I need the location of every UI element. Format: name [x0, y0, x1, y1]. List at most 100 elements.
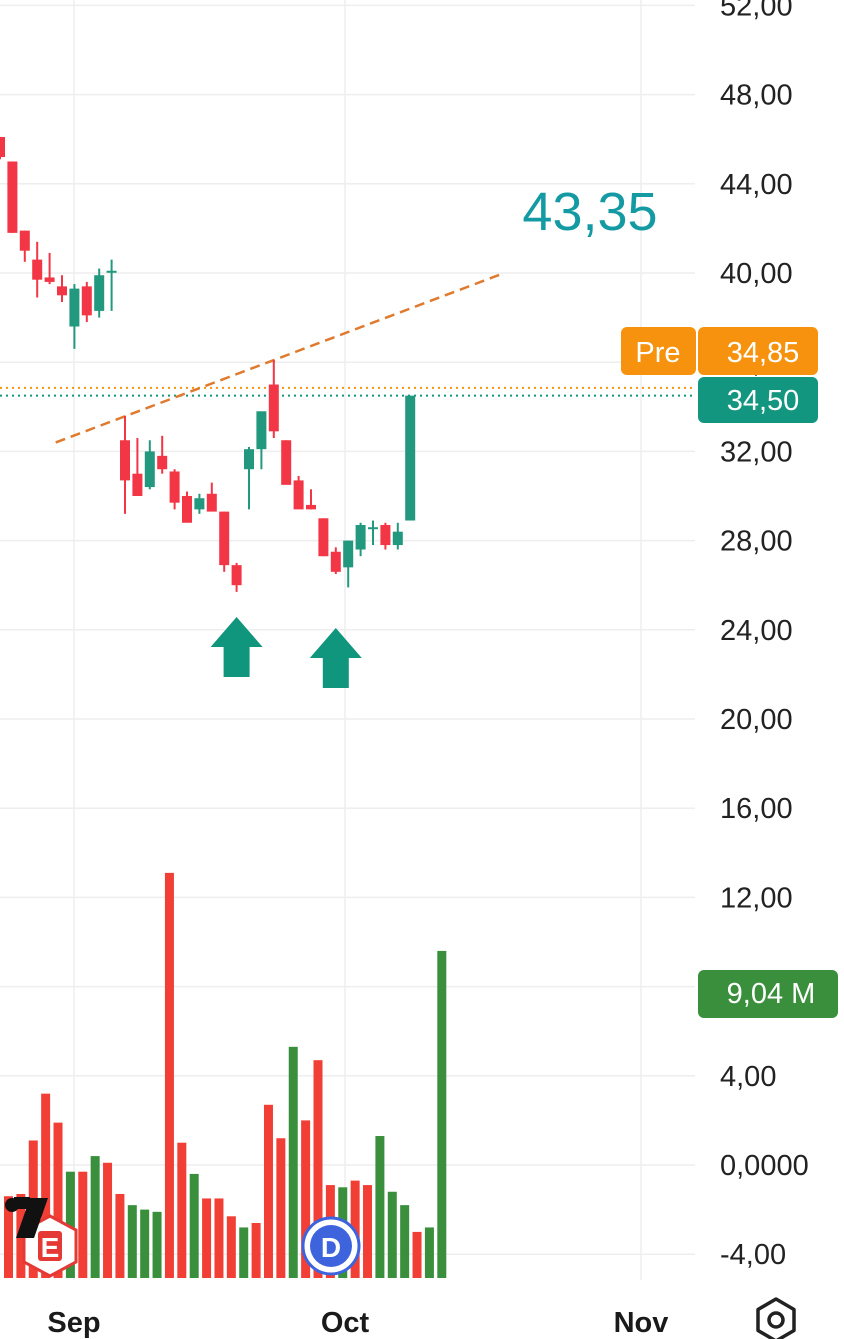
- dividend-marker-bg: [310, 1225, 352, 1267]
- candle-down: [57, 286, 67, 296]
- volume-bar: [177, 1142, 187, 1278]
- y-tick-label: 20,00: [720, 704, 793, 736]
- y-tick-label: 48,00: [720, 80, 793, 112]
- volume-tag-box: [698, 970, 838, 1018]
- volume-bar: [65, 1171, 75, 1278]
- candle-up: [256, 411, 267, 450]
- volume-bar: [251, 1222, 261, 1278]
- time-axis[interactable]: Sep Oct Nov: [47, 1307, 668, 1339]
- volume-value: 9,04 M: [727, 978, 816, 1010]
- premarket-price: 34,85: [727, 337, 800, 369]
- last-price-tag: 34,50: [698, 377, 818, 423]
- candle-down: [182, 496, 192, 523]
- volume-bar: [400, 1205, 410, 1278]
- volume-bar: [363, 1185, 373, 1278]
- volume-bar: [41, 1093, 51, 1278]
- premarket-tag: Pre 34,85: [621, 327, 818, 375]
- candle-down: [7, 161, 18, 233]
- volume-bar: [301, 1120, 311, 1278]
- volume-bar: [164, 872, 174, 1278]
- volume-bar: [313, 1060, 323, 1278]
- earnings-marker-bg: [38, 1231, 62, 1261]
- volume-bar: [189, 1173, 199, 1278]
- candle-down: [219, 511, 230, 566]
- volume-bar: [263, 1104, 273, 1278]
- y-tick-label: 24,00: [720, 615, 793, 647]
- candle-up: [69, 288, 80, 327]
- candle-down: [169, 471, 180, 503]
- up-arrow-marker: [309, 628, 362, 688]
- y-tick-label: 28,00: [720, 526, 793, 558]
- settings-icon[interactable]: [756, 1297, 796, 1339]
- y-tick-label: 12,00: [720, 882, 793, 914]
- volume-bar: [239, 1227, 249, 1278]
- volume-bars: [4, 872, 447, 1278]
- volume-bar: [53, 1122, 63, 1278]
- candle-down: [231, 565, 242, 586]
- candle-down: [0, 136, 5, 158]
- volume-bar: [90, 1156, 100, 1278]
- candle-down: [318, 518, 329, 557]
- candle-up: [355, 524, 366, 550]
- candle-down: [293, 480, 304, 510]
- volume-bar: [115, 1193, 125, 1278]
- candle-up: [368, 527, 378, 530]
- y-tick-label: 44,00: [720, 169, 793, 201]
- candle-down: [120, 440, 130, 481]
- candlesticks: [0, 136, 416, 592]
- candle-down: [157, 455, 168, 470]
- y-tick-label: 4,00: [720, 1061, 776, 1093]
- candle-down: [32, 259, 43, 280]
- volume-bar: [152, 1211, 162, 1278]
- reference-lines: [0, 271, 695, 444]
- y-tick-label: 0,0000: [720, 1150, 809, 1182]
- price-axis[interactable]: 52,0048,0044,0040,0036,0032,0028,0024,00…: [720, 0, 809, 1271]
- last-price: 34,50: [727, 385, 800, 417]
- volume-bar: [226, 1216, 236, 1278]
- premarket-label: Pre: [635, 337, 680, 369]
- dividend-marker-text: D: [321, 1232, 341, 1263]
- tradingview-logo: [5, 1197, 48, 1238]
- volume-bar: [140, 1209, 150, 1278]
- y-tick-label: 40,00: [720, 258, 793, 290]
- volume-bar: [412, 1231, 422, 1278]
- y-tick-label: -4,00: [720, 1239, 786, 1271]
- volume-bar: [103, 1162, 113, 1278]
- volume-bar: [288, 1046, 298, 1278]
- candle-down: [380, 524, 391, 546]
- earnings-marker-text: E: [41, 1232, 60, 1263]
- volume-bar: [4, 1196, 13, 1278]
- candle-down: [306, 504, 316, 510]
- candle-down: [281, 440, 292, 485]
- candle-down: [132, 473, 143, 496]
- volume-bar: [214, 1198, 224, 1278]
- candle-up: [144, 451, 155, 488]
- x-tick-label: Nov: [614, 1307, 669, 1339]
- candle-down: [19, 230, 30, 251]
- volume-bar: [424, 1227, 434, 1278]
- y-tick-label: 52,00: [720, 0, 793, 22]
- volume-bar: [437, 950, 447, 1278]
- x-tick-label: Oct: [321, 1307, 370, 1339]
- volume-bar: [127, 1205, 137, 1278]
- volume-bar: [202, 1198, 212, 1278]
- candle-down: [268, 384, 279, 432]
- candle-up: [94, 275, 105, 311]
- y-tick-label: 32,00: [720, 436, 793, 468]
- premarket-price-box: [698, 327, 818, 375]
- up-arrow-marker: [210, 617, 263, 677]
- volume-bar: [78, 1171, 88, 1278]
- candle-down: [330, 551, 341, 572]
- last-price-box: [698, 377, 818, 423]
- candle-up: [405, 395, 416, 521]
- volume-bar: [375, 1136, 385, 1278]
- premarket-label-box: [621, 327, 696, 375]
- volume-bar: [387, 1191, 397, 1278]
- candle-up: [106, 270, 117, 273]
- target-price-label: 43,35: [522, 182, 657, 242]
- candle-up: [194, 498, 205, 510]
- volume-tag: 9,04 M: [698, 970, 838, 1018]
- candle-down: [81, 286, 92, 316]
